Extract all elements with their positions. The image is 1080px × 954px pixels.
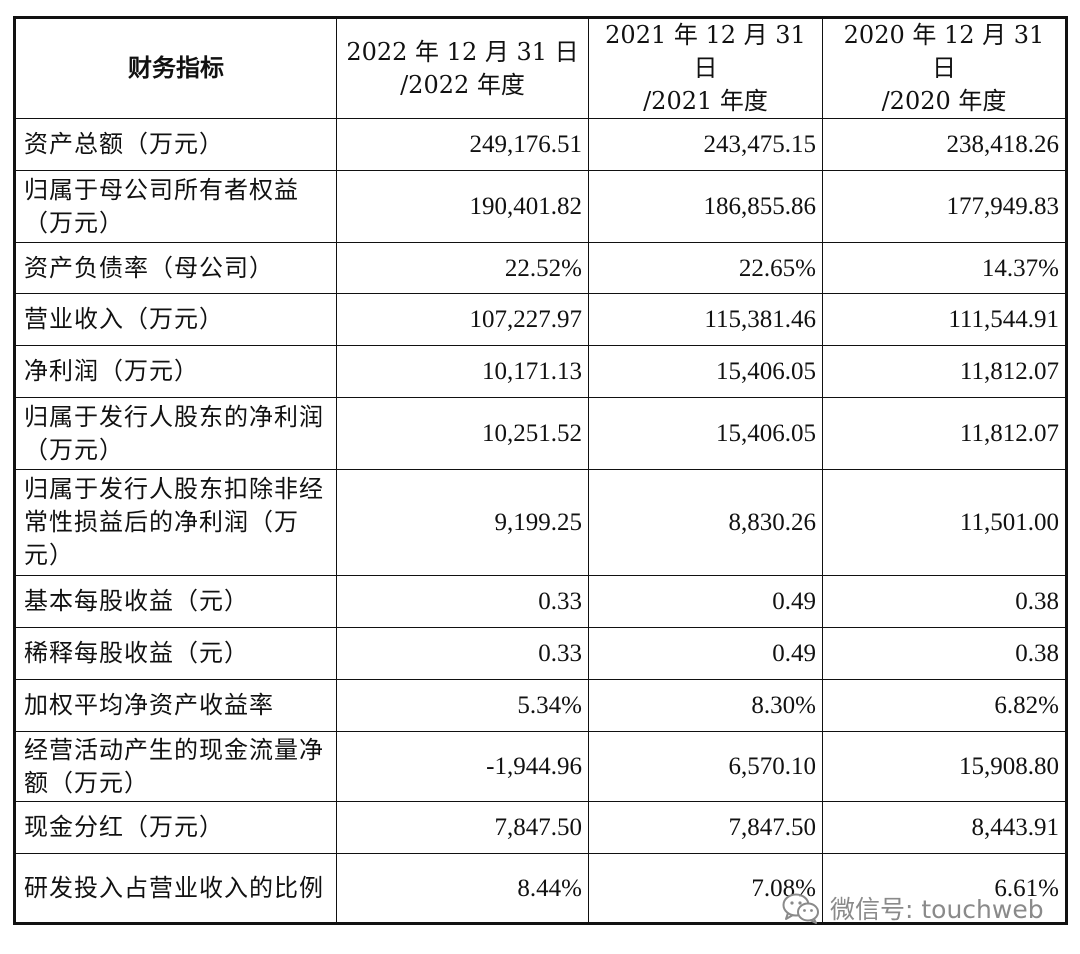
row-label: 稀释每股收益（元） [14, 627, 337, 680]
header-2022: 2022 年 12 月 31 日 /2022 年度 [336, 17, 589, 119]
value-2020: 8,443.91 [822, 801, 1067, 854]
header-2020-date: 2020 年 12 月 31 日 [843, 21, 1045, 82]
financial-indicators-table: 财务指标 2022 年 12 月 31 日 /2022 年度 2021 年 12… [13, 16, 1068, 925]
value-2020: 0.38 [822, 575, 1067, 628]
value-2021: 8,830.26 [588, 469, 823, 576]
header-2021-year: /2021 年度 [643, 87, 768, 115]
row-label: 基本每股收益（元） [14, 575, 337, 628]
row-label: 归属于发行人股东的净利润（万元） [14, 397, 337, 470]
value-2022: 10,171.13 [336, 345, 589, 398]
table-row: 加权平均净资产收益率 5.34% 8.30% 6.82% [14, 679, 1067, 732]
header-2022-year: /2022 年度 [400, 70, 525, 99]
value-2021: 115,381.46 [588, 293, 823, 346]
value-2022: 0.33 [336, 627, 589, 680]
header-2021: 2021 年 12 月 31 日 /2021 年度 [588, 17, 823, 119]
table-row: 基本每股收益（元） 0.33 0.49 0.38 [14, 575, 1067, 628]
value-2021: 0.49 [588, 575, 823, 628]
table-row: 归属于发行人股东的净利润（万元） 10,251.52 15,406.05 11,… [14, 397, 1067, 470]
table-header-row: 财务指标 2022 年 12 月 31 日 /2022 年度 2021 年 12… [14, 17, 1067, 119]
header-2022-date: 2022 年 12 月 31 日 [346, 37, 579, 66]
value-2022: 9,199.25 [336, 469, 589, 576]
table-row: 归属于发行人股东扣除非经常性损益后的净利润（万元） 9,199.25 8,830… [14, 469, 1067, 576]
row-label: 经营活动产生的现金流量净额（万元） [14, 731, 337, 802]
table-row: 稀释每股收益（元） 0.33 0.49 0.38 [14, 627, 1067, 680]
value-2022: 22.52% [336, 242, 589, 294]
value-2020: 11,501.00 [822, 469, 1067, 576]
header-metric: 财务指标 [14, 17, 337, 119]
row-label: 现金分红（万元） [14, 801, 337, 854]
row-label: 归属于母公司所有者权益（万元） [14, 170, 337, 243]
row-label: 归属于发行人股东扣除非经常性损益后的净利润（万元） [14, 469, 337, 576]
value-2020: 177,949.83 [822, 170, 1067, 243]
value-2020: 0.38 [822, 627, 1067, 680]
value-2020: 14.37% [822, 242, 1067, 294]
header-2020: 2020 年 12 月 31 日 /2020 年度 [822, 17, 1067, 119]
value-2022: 0.33 [336, 575, 589, 628]
row-label: 资产负债率（母公司） [14, 242, 337, 294]
value-2022: 7,847.50 [336, 801, 589, 854]
value-2021: 8.30% [588, 679, 823, 732]
value-2020: 6.61% [822, 853, 1067, 924]
value-2022: 107,227.97 [336, 293, 589, 346]
value-2022: 10,251.52 [336, 397, 589, 470]
value-2022: -1,944.96 [336, 731, 589, 802]
watermark-text: 微信号: touchweb [830, 895, 1044, 924]
row-label: 营业收入（万元） [14, 293, 337, 346]
value-2021: 15,406.05 [588, 345, 823, 398]
table-row: 现金分红（万元） 7,847.50 7,847.50 8,443.91 [14, 801, 1067, 854]
value-2020: 15,908.80 [822, 731, 1067, 802]
value-2021: 243,475.15 [588, 118, 823, 171]
header-2020-year: /2020 年度 [881, 87, 1007, 115]
value-2020: 11,812.07 [822, 345, 1067, 398]
row-label: 净利润（万元） [14, 345, 337, 398]
table-row: 研发投入占营业收入的比例 8.44% 7.08% 6.61% [14, 853, 1067, 924]
value-2021: 7,847.50 [588, 801, 823, 854]
row-label: 资产总额（万元） [14, 118, 337, 171]
table-row: 资产负债率（母公司） 22.52% 22.65% 14.37% [14, 242, 1067, 294]
watermark: 微信号: touchweb [782, 888, 1044, 928]
table-row: 营业收入（万元） 107,227.97 115,381.46 111,544.9… [14, 293, 1067, 346]
value-2022: 8.44% [336, 853, 589, 924]
value-2021: 22.65% [588, 242, 823, 294]
value-2020: 11,812.07 [822, 397, 1067, 470]
wechat-icon [782, 893, 819, 924]
value-2021: 186,855.86 [588, 170, 823, 243]
value-2021: 15,406.05 [588, 397, 823, 470]
table-row: 资产总额（万元） 249,176.51 243,475.15 238,418.2… [14, 118, 1067, 171]
value-2022: 190,401.82 [336, 170, 589, 243]
table-row: 归属于母公司所有者权益（万元） 190,401.82 186,855.86 17… [14, 170, 1067, 243]
header-2021-date: 2021 年 12 月 31 日 [605, 21, 806, 82]
table-row: 净利润（万元） 10,171.13 15,406.05 11,812.07 [14, 345, 1067, 398]
table-body: 资产总额（万元） 249,176.51 243,475.15 238,418.2… [14, 118, 1067, 924]
row-label: 加权平均净资产收益率 [14, 679, 337, 732]
row-label: 研发投入占营业收入的比例 [14, 853, 337, 924]
value-2020: 238,418.26 [822, 118, 1067, 171]
value-2021: 0.49 [588, 627, 823, 680]
value-2022: 249,176.51 [336, 118, 589, 171]
value-2020: 111,544.91 [822, 293, 1067, 346]
value-2020: 6.82% [822, 679, 1067, 732]
value-2022: 5.34% [336, 679, 589, 732]
table-row: 经营活动产生的现金流量净额（万元） -1,944.96 6,570.10 15,… [14, 731, 1067, 802]
value-2021: 6,570.10 [588, 731, 823, 802]
